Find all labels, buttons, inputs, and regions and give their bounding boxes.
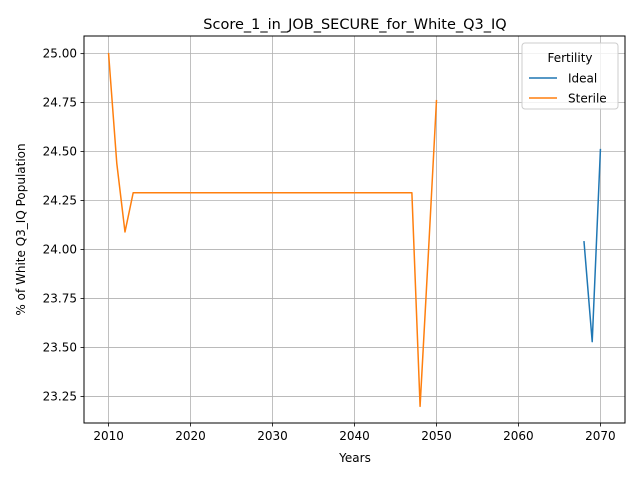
series-line-ideal — [583, 148, 602, 343]
y-tick-label: 23.75 — [43, 292, 77, 306]
plot-area — [107, 52, 602, 408]
y-tick-label: 24.00 — [43, 243, 77, 257]
legend-label-ideal: Ideal — [568, 72, 597, 86]
axis-ticks: 2010 2020 2030 2040 2050 2060 2070 23.25 23.50 23… — [43, 47, 616, 443]
y-tick-label: 23.25 — [43, 390, 77, 404]
series-line-sterile — [107, 52, 438, 408]
x-tick-label: 2010 — [93, 429, 124, 443]
x-tick-label: 2030 — [257, 429, 288, 443]
legend-items: Ideal Sterile — [529, 72, 607, 106]
x-tick-label: 2020 — [175, 429, 206, 443]
y-axis-label: % of White Q3_IQ Population — [14, 143, 28, 315]
x-tick-label: 2060 — [503, 429, 534, 443]
y-tick-label: 23.50 — [43, 341, 77, 355]
legend-box — [521, 42, 619, 110]
x-tick-label: 2070 — [585, 429, 616, 443]
y-tick-label: 25.00 — [43, 47, 77, 61]
legend-label-sterile: Sterile — [568, 92, 607, 106]
chart-title: Score_1_in_JOB_SECURE_for_White_Q3_IQ — [203, 17, 506, 33]
x-tick-label: 2050 — [421, 429, 452, 443]
grid — [84, 36, 625, 423]
y-tick-label: 24.25 — [43, 194, 77, 208]
legend-title: Fertility — [547, 51, 592, 65]
y-tick-label: 24.75 — [43, 96, 77, 110]
legend: Fertility Ideal Sterile — [521, 42, 619, 110]
plot-frame — [83, 35, 626, 424]
x-tick-label: 2040 — [339, 429, 370, 443]
x-axis-label: Years — [338, 451, 371, 465]
y-tick-label: 24.50 — [43, 145, 77, 159]
